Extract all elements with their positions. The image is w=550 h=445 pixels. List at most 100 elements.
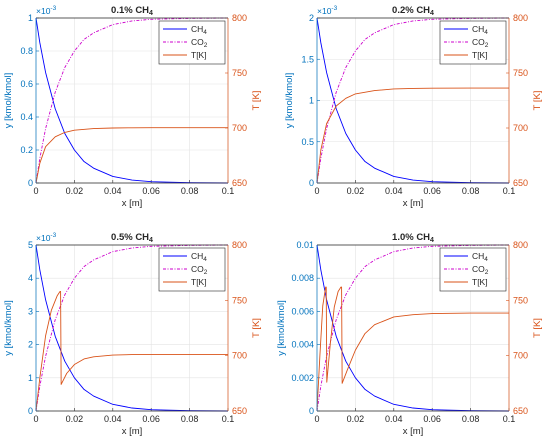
x-tick-label: 0.1 <box>503 414 516 424</box>
series-line-co2 <box>35 244 229 412</box>
y-tick-label: 0.008 <box>291 273 314 283</box>
legend-entry-subscript: 4 <box>484 256 488 263</box>
y2-tick-label: 750 <box>513 295 528 305</box>
x-tick-label: 0.06 <box>423 414 441 424</box>
x-tick-label: 0.06 <box>423 186 441 196</box>
y-tick-label: 0.2 <box>20 145 33 155</box>
legend-entry-name: CH <box>191 251 203 261</box>
plot-panel-1: 0 0.02 0.04 0.06 0.08 0.1 0 0.2 0.4 0.6 0.8 1 650 700… <box>3 5 262 209</box>
chart-title-main: 0.2% CH <box>392 5 430 16</box>
series-line-temperature <box>316 87 509 184</box>
chart-title-main: 0.5% CH <box>111 232 149 243</box>
chart-title-main: 0.1% CH <box>111 5 149 16</box>
legend-entry-subscript: 2 <box>485 42 489 49</box>
y-tick-label: 0.6 <box>20 79 33 89</box>
x-tick-label: 0.04 <box>385 414 403 424</box>
legend-entry-name: T[K] <box>191 50 207 60</box>
y2-tick-label: 700 <box>513 351 528 361</box>
legend-entry-name: CH <box>191 24 203 34</box>
x-tick-label: 0.02 <box>66 186 84 196</box>
y2-tick-label: 700 <box>513 123 528 133</box>
legend-entry: CH4 <box>472 24 488 36</box>
x-axis-label: x [m] <box>403 198 424 209</box>
chart-title-subscript: 4 <box>430 10 434 17</box>
chart-title: 0.5% CH4 <box>111 232 153 244</box>
y-tick-label: 1.5 <box>301 54 314 64</box>
plot-panel-2: 0 0.02 0.04 0.06 0.08 0.1 0 0.5 1 1.5 2 650 700 750 80… <box>284 5 543 209</box>
x-tick-label: 0.02 <box>347 186 365 196</box>
y2-tick-label: 750 <box>513 68 528 78</box>
y-axis-label: y [kmol/kmol] <box>3 73 14 128</box>
x-axis-label: x [m] <box>122 426 143 437</box>
y-tick-label: 0.006 <box>291 306 314 316</box>
x-tick-label: 0.06 <box>142 414 160 424</box>
legend-entry: CO2 <box>191 37 208 49</box>
series-line-temperature <box>316 286 509 412</box>
series-line-co2 <box>35 17 229 184</box>
chart-title-subscript: 4 <box>149 10 153 17</box>
y-exponent-base: ×10 <box>36 233 51 243</box>
y2-tick-label: 650 <box>513 406 528 416</box>
y2-tick-label: 800 <box>232 13 247 23</box>
y2-axis-label: T [K] <box>251 91 262 111</box>
x-tick-label: 0.08 <box>462 414 480 424</box>
chart-title-subscript: 4 <box>149 237 153 244</box>
legend-entry: CO2 <box>472 37 489 49</box>
y-tick-label: 0 <box>309 406 314 416</box>
y-exponent-label: ×10-3 <box>36 5 57 16</box>
y-exponent-base: ×10 <box>317 6 332 16</box>
series-line-ch4 <box>35 244 229 412</box>
y2-tick-label: 800 <box>232 240 247 250</box>
legend-box <box>158 247 226 292</box>
x-tick-label: 0 <box>314 186 319 196</box>
legend-entry: CH4 <box>472 251 488 263</box>
x-tick-label: 0 <box>33 414 38 424</box>
legend-box <box>439 20 507 65</box>
y-tick-label: 1 <box>309 96 314 106</box>
series-line-co2 <box>316 244 510 412</box>
x-axis-label: x [m] <box>403 426 424 437</box>
y-tick-label: 4 <box>28 273 33 283</box>
legend-entry: T[K] <box>472 277 488 287</box>
legend-entry: T[K] <box>191 50 207 60</box>
legend-box <box>439 247 507 292</box>
y-exponent-power: -3 <box>331 5 337 12</box>
legend-box <box>158 20 226 65</box>
x-tick-label: 0.06 <box>142 186 160 196</box>
legend-entry-name: CH <box>472 24 484 34</box>
y-tick-label: 1 <box>28 373 33 383</box>
legend-entry-name: T[K] <box>191 277 207 287</box>
legend-entry-name: CO <box>472 264 485 274</box>
y2-tick-label: 750 <box>232 68 247 78</box>
legend-entry-subscript: 4 <box>203 29 207 36</box>
plot-panel-4: 0 0.02 0.04 0.06 0.08 0.1 0 0.002 0.004 0.006 0.00… <box>276 232 543 437</box>
x-tick-label: 0.1 <box>503 186 516 196</box>
y2-tick-label: 700 <box>232 351 247 361</box>
legend-entry-name: T[K] <box>472 50 488 60</box>
y-tick-label: 2 <box>309 13 314 23</box>
x-tick-label: 0 <box>314 414 319 424</box>
y2-axis-label: T [K] <box>532 91 543 111</box>
legend-entry-subscript: 2 <box>485 269 489 276</box>
chart-title-main: 1.0% CH <box>392 232 430 243</box>
y-axis-label: y [kmol/kmol] <box>276 300 287 355</box>
y2-tick-label: 800 <box>513 13 528 23</box>
legend-entry-name: CO <box>191 37 204 47</box>
legend-entry: CO2 <box>191 264 208 276</box>
legend-entry-name: T[K] <box>472 277 488 287</box>
y-tick-label: 0.002 <box>291 373 314 383</box>
x-tick-label: 0.08 <box>462 186 480 196</box>
x-tick-label: 0.1 <box>222 414 235 424</box>
y2-axis-label: T [K] <box>251 318 262 338</box>
x-tick-label: 0.1 <box>222 186 235 196</box>
legend-entry: T[K] <box>472 50 488 60</box>
y-axis-label: y [kmol/kmol] <box>284 73 295 128</box>
x-tick-label: 0.04 <box>104 186 122 196</box>
x-tick-label: 0.02 <box>66 414 84 424</box>
legend-entry-subscript: 4 <box>484 29 488 36</box>
y-tick-label: 0 <box>28 178 33 188</box>
